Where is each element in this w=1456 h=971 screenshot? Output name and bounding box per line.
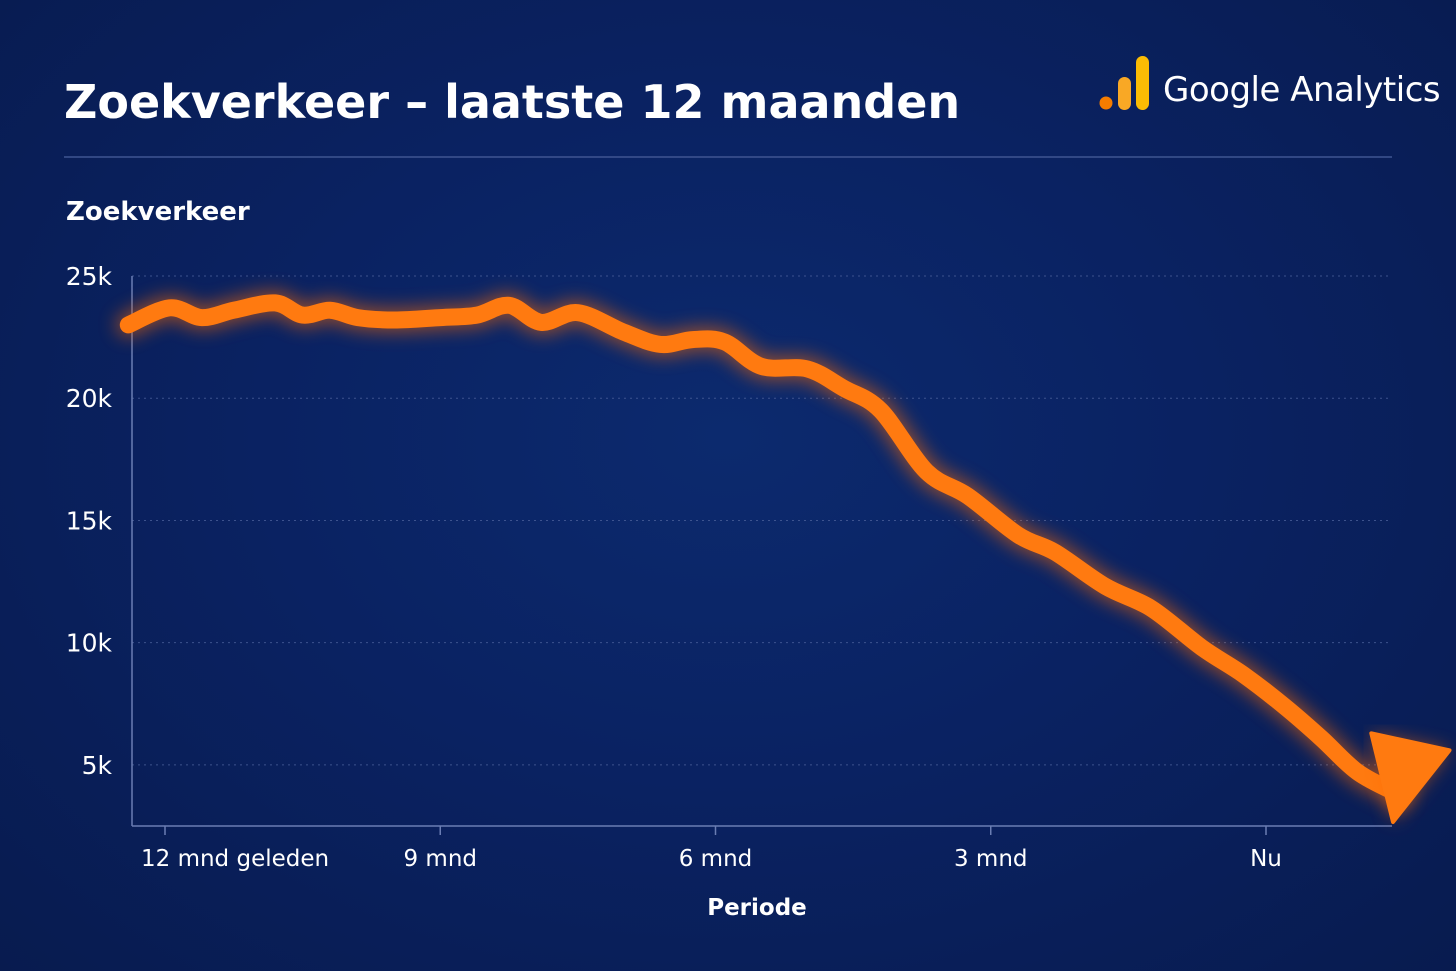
y-tick-label: 25k xyxy=(66,262,113,291)
y-tick-label: 5k xyxy=(82,751,113,780)
x-tick-label: Nu xyxy=(1250,846,1282,872)
chart-title: Zoekverkeer – laatste 12 maanden xyxy=(64,75,960,129)
series-line xyxy=(119,294,1408,803)
x-tick-label: 3 mnd xyxy=(954,846,1028,872)
brand-name: Google Analytics xyxy=(1163,70,1440,110)
axes xyxy=(131,276,1392,827)
google-analytics-bars-icon xyxy=(1099,56,1149,110)
y-tick-label: 10k xyxy=(66,629,113,658)
gridlines xyxy=(132,275,1392,766)
y-tick-labels: 25k 20k 15k 10k 5k xyxy=(66,262,113,780)
y-tick-label: 15k xyxy=(66,506,113,535)
x-tick-label: 9 mnd xyxy=(403,846,477,872)
x-axis-label: Periode xyxy=(707,895,807,921)
x-tick-labels: 12 mnd geleden 9 mnd 6 mnd 3 mnd Nu xyxy=(141,826,1282,872)
x-tick-label: 6 mnd xyxy=(679,846,753,872)
x-tick-label: 12 mnd geleden xyxy=(141,846,329,872)
trend-arrowhead xyxy=(1369,731,1452,824)
y-tick-label: 20k xyxy=(66,384,113,413)
series-traffic xyxy=(116,290,1452,824)
series-glow xyxy=(116,290,1411,807)
y-axis-label: Zoekverkeer xyxy=(66,197,250,227)
brand-logo: Google Analytics xyxy=(1099,56,1441,110)
